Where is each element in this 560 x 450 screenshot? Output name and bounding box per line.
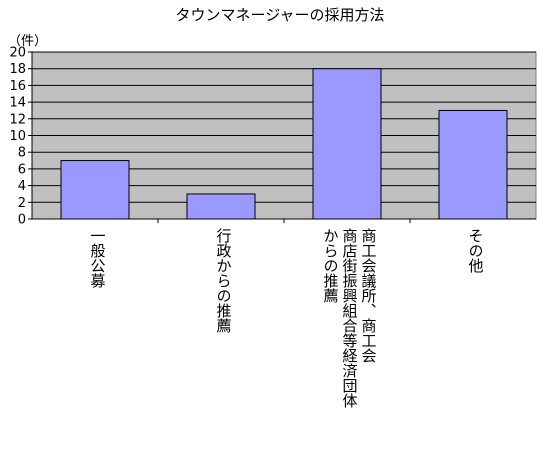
y-tick-label: 0	[18, 213, 26, 228]
y-tick-label: 14	[9, 96, 26, 111]
x-axis-ticks	[32, 218, 536, 223]
y-tick-label: 4	[18, 179, 26, 194]
y-tick-label: 10	[9, 129, 26, 144]
y-tick-label: 6	[18, 162, 26, 177]
y-tick-label: 12	[9, 112, 26, 127]
y-tick-label: 18	[9, 62, 26, 77]
y-tick-label: 16	[9, 79, 26, 94]
x-tick-label: その他	[466, 228, 485, 273]
y-axis-unit-label: （件）	[8, 34, 48, 49]
chart-title: タウンマネージャーの採用方法	[175, 6, 385, 24]
x-tick-label: 一般公募	[88, 228, 107, 288]
bar	[60, 160, 130, 220]
x-tick-label: 行政からの推薦	[214, 228, 233, 333]
y-tick-label: 2	[18, 196, 26, 211]
bar	[438, 109, 508, 220]
bar	[186, 193, 256, 220]
bars	[60, 68, 508, 220]
y-tick-label: 20	[9, 46, 26, 61]
x-tick-label: 商工会議所、商工会 商店街振興組合等経済団体 からの推薦	[321, 228, 378, 408]
bar	[312, 68, 382, 220]
y-tick-label: 8	[18, 146, 26, 161]
